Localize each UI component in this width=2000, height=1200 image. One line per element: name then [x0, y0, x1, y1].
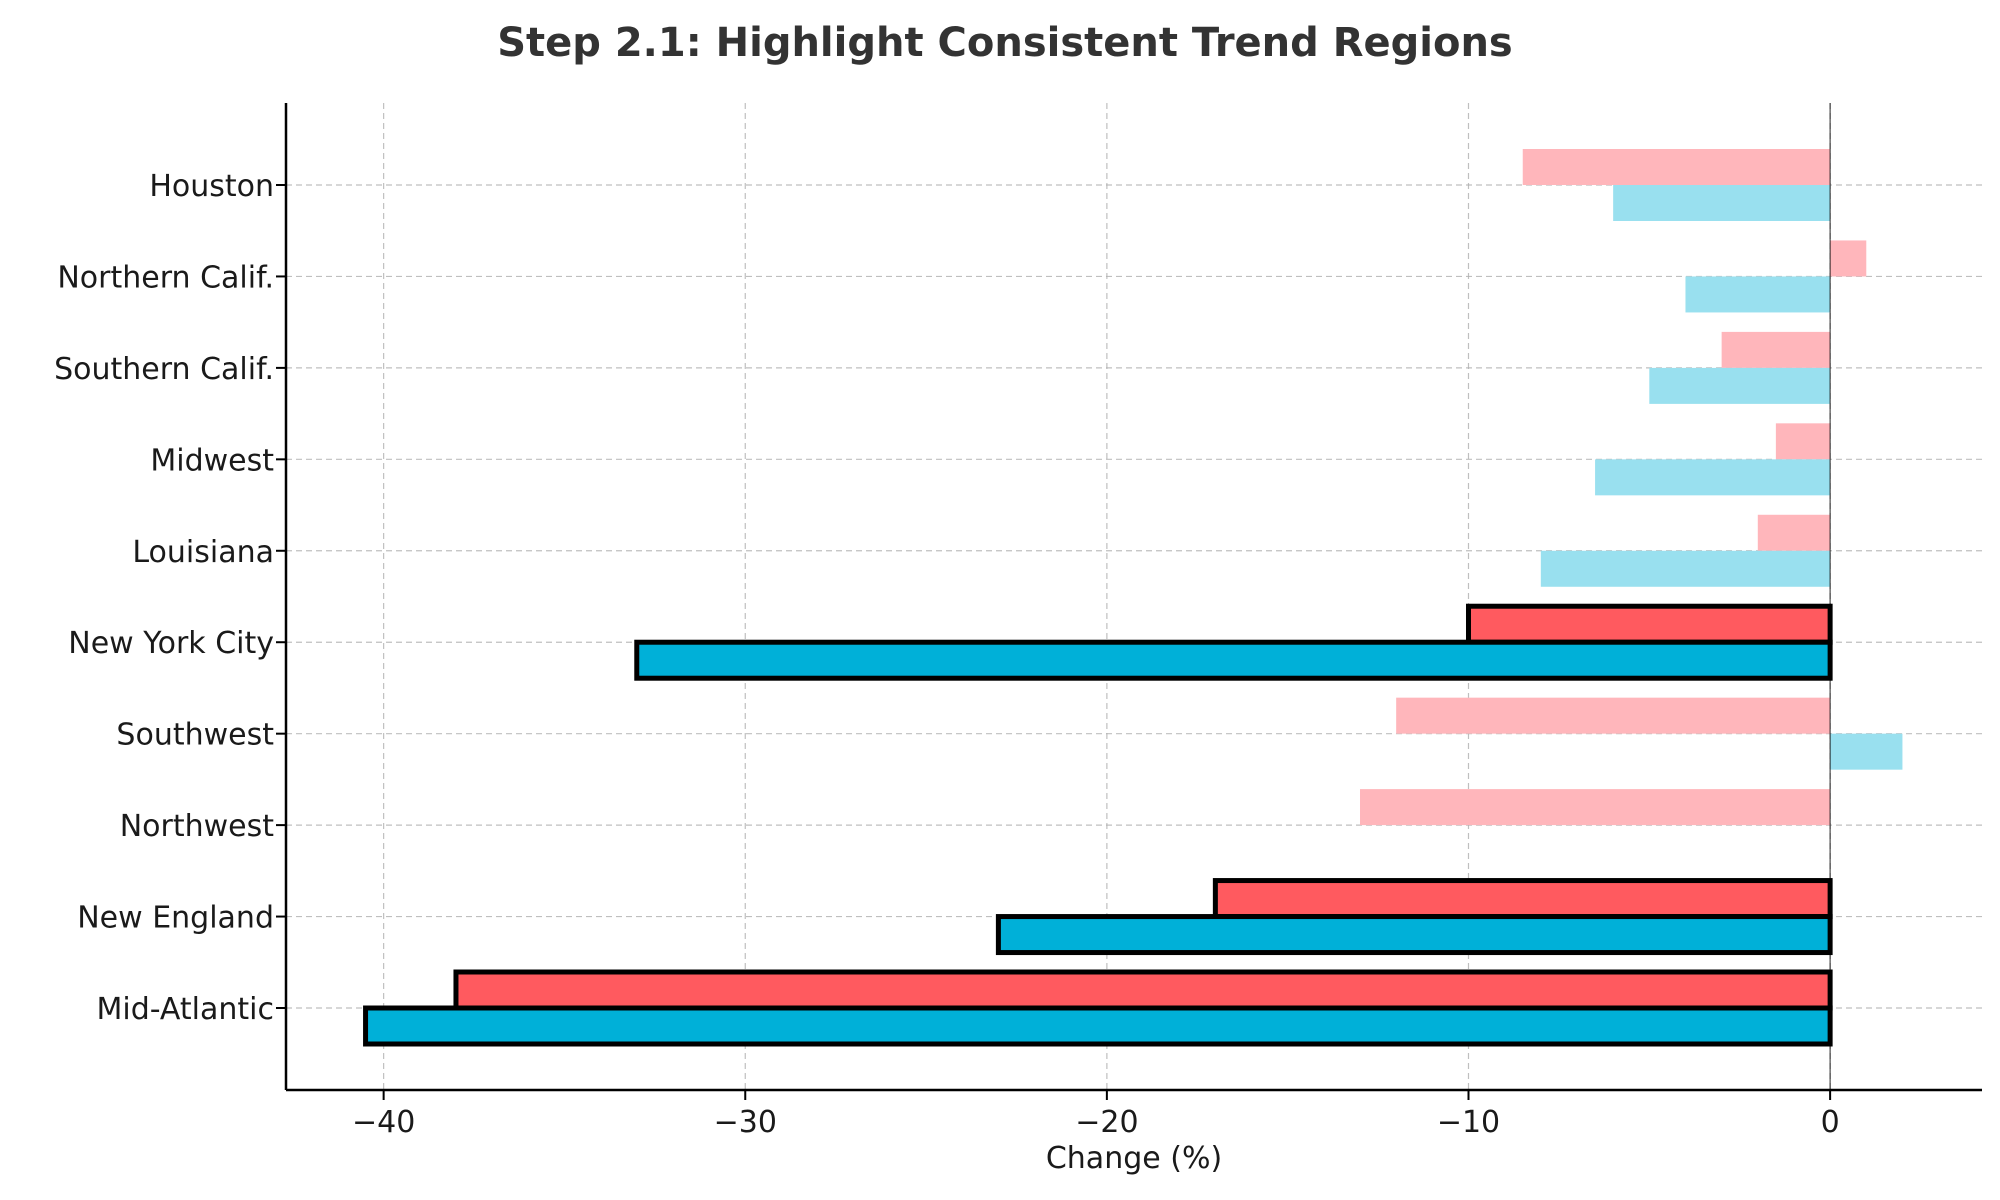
axes: −40 −30 −20 −10 0 Mid-Atlantic New England Nort… — [54, 103, 1982, 1140]
bar-series1-southern-calif — [1721, 331, 1831, 368]
bar-series2-midwest — [1595, 459, 1831, 496]
x-tick-label: −30 — [714, 1105, 777, 1140]
y-tick-label-northern-calif: Northern Calif. — [57, 260, 274, 295]
bar-series2-louisiana — [1540, 550, 1831, 587]
y-tick-label-northwest: Northwest — [120, 809, 275, 844]
bar-series1-northwest — [1360, 789, 1831, 826]
x-tick-label: 0 — [1821, 1105, 1840, 1140]
bar-series1-houston — [1522, 149, 1831, 185]
bar-series2-southern-calif — [1649, 367, 1831, 404]
bar-series1-midwest — [1775, 423, 1831, 460]
bar-series1-mid-atlantic — [453, 969, 1833, 1011]
x-tick-label: −10 — [1437, 1105, 1500, 1140]
y-tick-label-louisiana: Louisiana — [132, 535, 274, 570]
y-tick-label-southwest: Southwest — [116, 718, 274, 753]
y-tick-label-midwest: Midwest — [150, 443, 274, 478]
x-tick-label: −20 — [1075, 1105, 1138, 1140]
x-axis-label: Change (%) — [1046, 1141, 1222, 1176]
bar-series1-new-york-city — [1465, 603, 1833, 645]
bar-series2-northern-calif — [1685, 276, 1831, 313]
chart-title: Step 2.1: Highlight Consistent Trend Reg… — [497, 20, 1513, 66]
bar-series1-new-england — [1212, 878, 1833, 920]
x-tick-label: −40 — [352, 1105, 415, 1140]
bar-series2-southwest — [1830, 733, 1903, 770]
bar-series2-houston — [1613, 185, 1831, 221]
bars — [363, 149, 1903, 1047]
bar-series2-mid-atlantic — [363, 1005, 1833, 1047]
y-tick-label-new-england: New England — [77, 901, 274, 936]
y-tick-label-new-york-city: New York City — [68, 626, 274, 661]
bar-series1-louisiana — [1757, 514, 1831, 551]
y-tick-label-houston: Houston — [149, 169, 274, 204]
y-tick-label-southern-calif: Southern Calif. — [54, 352, 274, 387]
y-tick-label-mid-atlantic: Mid-Atlantic — [96, 992, 274, 1027]
bar-series2-new-york-city — [634, 639, 1833, 681]
bar-series1-northern-calif — [1830, 240, 1867, 277]
bar-series2-new-england — [995, 914, 1833, 956]
bar-series1-southwest — [1396, 697, 1831, 734]
